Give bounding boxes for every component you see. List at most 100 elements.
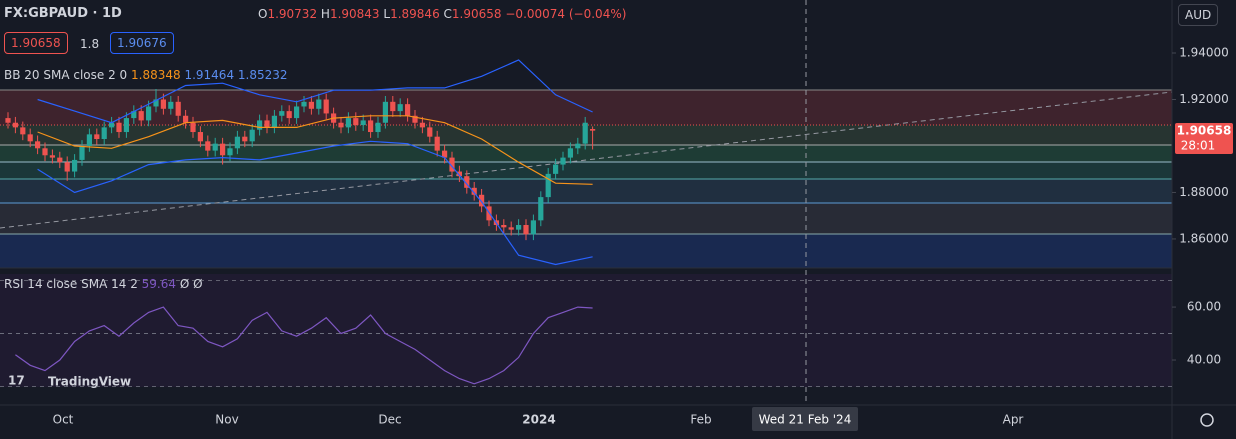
candle-body: [12, 122, 18, 128]
candle-body: [190, 122, 196, 133]
candle-body: [375, 122, 381, 133]
zone: [0, 90, 1172, 125]
rsi-legend: RSI 14 close SMA 14 2 59.64 Ø Ø: [4, 277, 203, 291]
candle-body: [242, 136, 248, 142]
symbol[interactable]: FX:GBPAUD · 1D: [4, 6, 122, 21]
candle-body: [146, 106, 152, 121]
candle-body: [123, 118, 129, 133]
legend-value: 1.88348: [131, 68, 181, 82]
spread: 1.8: [80, 37, 100, 51]
x-tick-label: Feb: [690, 413, 711, 427]
zone: [0, 234, 1172, 268]
bb-line: [37, 140, 593, 266]
candle-body: [109, 122, 115, 128]
candle-body: [471, 187, 477, 195]
candle-body: [516, 225, 522, 230]
candle-body: [405, 104, 411, 116]
candle-body: [234, 136, 240, 149]
value: 1.89846: [390, 7, 440, 21]
y-tick-label: 1.92000: [1179, 92, 1229, 106]
y-tick-label: 1.86000: [1179, 231, 1229, 245]
candle-body: [153, 99, 159, 107]
candle-body: [456, 171, 462, 177]
candle-body: [131, 111, 137, 119]
candle-body: [567, 148, 573, 158]
change: −0.00074 (−0.04%): [505, 7, 627, 21]
logo: TradingView: [48, 375, 131, 389]
legend-value: 1.85232: [237, 68, 288, 82]
crosshair-label-box: [752, 407, 858, 431]
candle-body: [338, 122, 344, 128]
candle-body: [419, 122, 425, 128]
legend-value: 1.91464: [184, 68, 235, 82]
x-tick-label: Nov: [215, 413, 238, 427]
candle-body: [27, 134, 33, 142]
candle-body: [20, 127, 26, 135]
settings-icon[interactable]: [1200, 413, 1214, 427]
buy-button[interactable]: 1.90676: [110, 32, 174, 54]
countdown: 28:01: [1181, 139, 1216, 153]
label: C: [443, 7, 452, 21]
y-tick-label: 1.88000: [1179, 185, 1229, 199]
value: 1.90658: [451, 7, 502, 21]
candle-body: [5, 118, 11, 123]
candle-body: [553, 164, 559, 174]
sell-button[interactable]: 1.90658: [4, 32, 68, 54]
candle-body: [279, 111, 285, 116]
label: H: [320, 7, 330, 21]
x-tick-label: 2024: [522, 413, 555, 427]
candle-body: [449, 157, 455, 172]
candle-body: [101, 127, 107, 140]
candle-body: [575, 143, 581, 149]
candle-body: [160, 99, 166, 109]
candle-body: [508, 227, 514, 230]
candle-body: [427, 127, 433, 137]
candle-body: [390, 101, 396, 112]
x-tick-label: Apr: [1003, 413, 1024, 427]
logo-mark: 17: [8, 374, 25, 388]
ohlc: O1.90732 H1.90843 L1.89846 C1.90658 −0.0…: [258, 7, 626, 21]
candle-body: [175, 101, 181, 116]
candle-body: [42, 148, 48, 156]
y-tick-label: 60.00: [1187, 300, 1221, 314]
zone-lines: [0, 89, 1172, 235]
candle-body: [368, 120, 374, 133]
candle-body: [264, 120, 270, 128]
candle-body: [220, 143, 226, 156]
candle-body: [412, 115, 418, 123]
y-tick-label: 40.00: [1187, 353, 1221, 367]
candle-body: [590, 129, 596, 131]
candle-body: [582, 122, 588, 144]
bb-legend: BB 20 SMA close 2 0 1.88348 1.91464 1.85…: [4, 68, 288, 82]
candle-body: [523, 225, 529, 235]
candle-body: [316, 99, 322, 109]
trend-line: [0, 91, 1173, 229]
candle-body: [560, 157, 566, 165]
currency[interactable]: AUD: [1178, 4, 1219, 26]
candle-body: [227, 148, 233, 156]
last-price: 1.90658: [1177, 124, 1232, 138]
last-price-box: [1175, 123, 1233, 154]
candle-body: [72, 159, 78, 172]
candle-body: [57, 157, 63, 163]
zone: [0, 162, 1172, 179]
candle-body: [308, 101, 314, 109]
value: 1.90732: [267, 7, 318, 21]
candle-body: [434, 136, 440, 151]
y-tick-label: 1.94000: [1179, 46, 1229, 60]
candle-body: [286, 111, 292, 119]
legend-text: RSI 14 close SMA 14 2: [4, 277, 138, 291]
candle-body: [116, 122, 122, 133]
legend-text: Ø Ø: [179, 277, 203, 291]
label: L: [383, 7, 391, 21]
candle-body: [323, 99, 329, 114]
candle-body: [86, 134, 92, 146]
candle-body: [35, 141, 41, 149]
candle-body: [345, 118, 351, 128]
candle-body: [168, 101, 174, 109]
bb-line: [37, 59, 593, 124]
candle-body: [360, 120, 366, 126]
label: O: [258, 7, 268, 21]
